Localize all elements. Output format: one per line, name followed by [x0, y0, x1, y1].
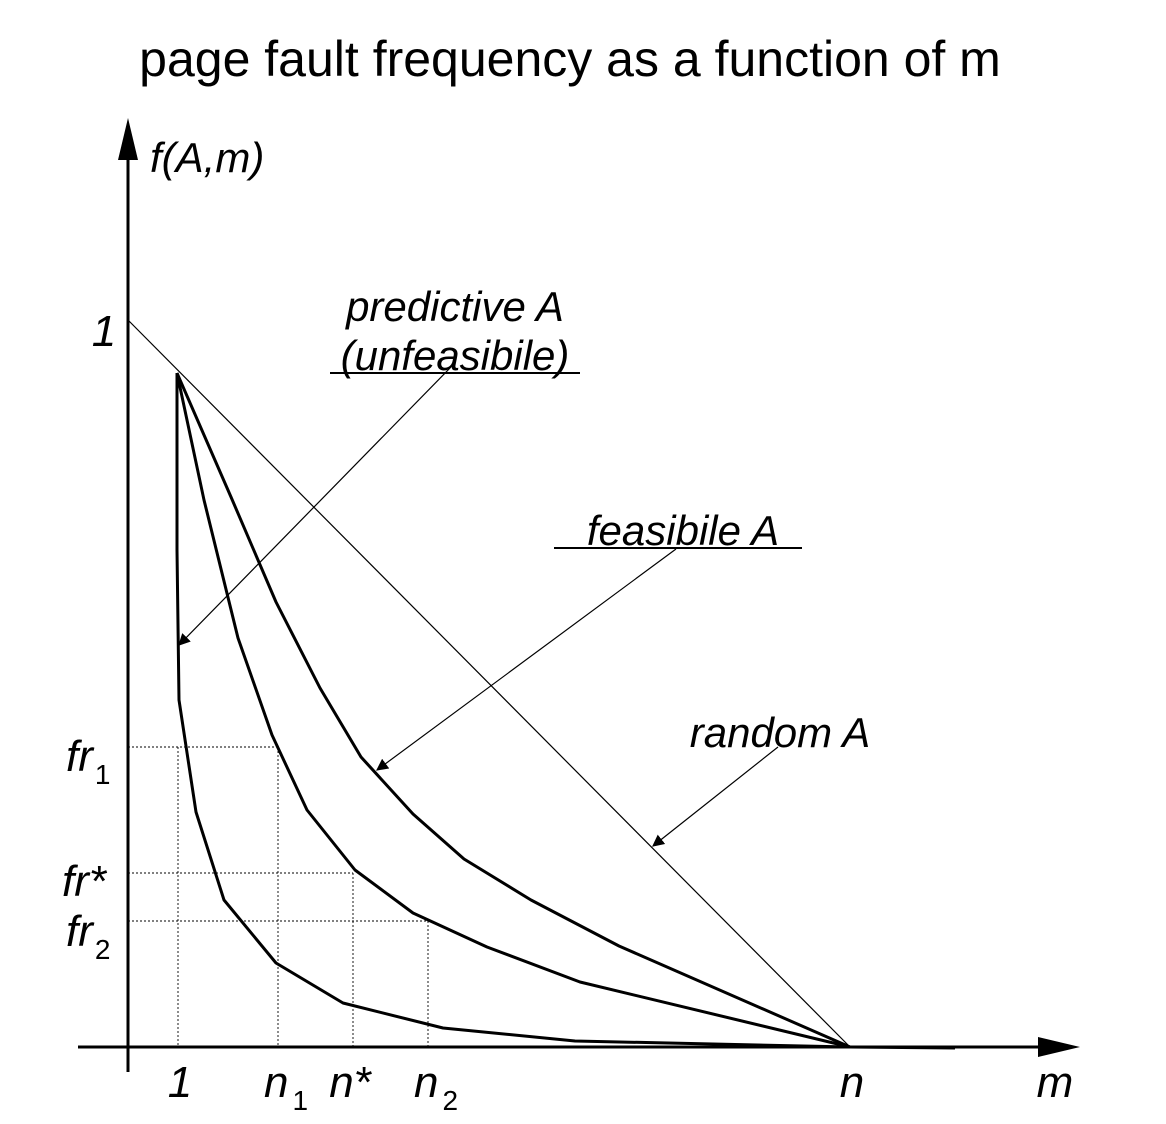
y-tick-fr1: fr1: [66, 732, 110, 790]
x-tick-1: 1: [168, 1058, 192, 1107]
x-axis-arrowhead: [1038, 1037, 1080, 1057]
y-axis-label: f(A,m): [150, 134, 264, 181]
predictive-label-line1: predictive A: [344, 283, 564, 330]
feasible-pointer: [376, 548, 677, 771]
feasible-curve-lower: [175, 372, 851, 1049]
predictive-curve: [175, 373, 956, 1050]
x-axis-label: m: [1037, 1058, 1074, 1107]
feasible-label: feasibile A: [587, 507, 779, 554]
diagram-title: page fault frequency as a function of m: [139, 31, 1001, 87]
predictive-label-line2: (unfeasibile): [341, 332, 570, 379]
y-axis-arrowhead: [118, 118, 138, 160]
predictive-pointer: [178, 365, 453, 646]
feasible-curve-upper: [175, 372, 851, 1049]
x-tick-n: n: [840, 1058, 864, 1107]
random-label: random A: [690, 709, 871, 756]
y-tick-fr2: fr2: [66, 907, 110, 965]
x-tick-nstar: n*: [329, 1058, 372, 1107]
random-pointer: [652, 746, 779, 847]
guide-lines: [128, 746, 429, 1047]
random-line: [127, 319, 851, 1048]
y-tick-one: 1: [92, 307, 116, 356]
y-tick-frstar: fr*: [62, 857, 108, 906]
